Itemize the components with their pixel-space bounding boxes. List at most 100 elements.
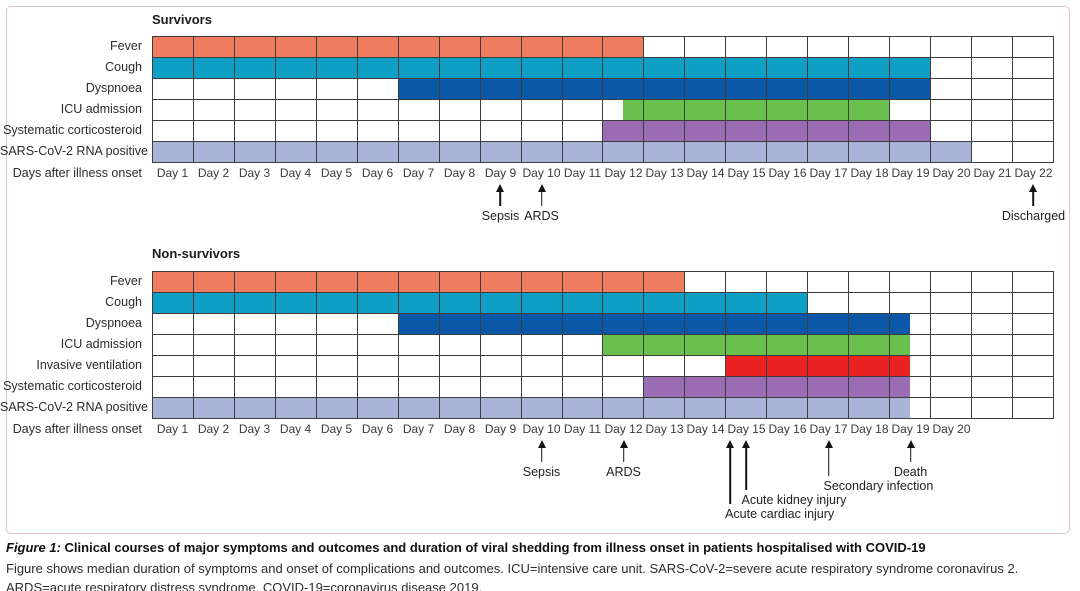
non-survivors-grid bbox=[152, 271, 1054, 419]
grid-cell bbox=[480, 314, 522, 335]
grid-cell bbox=[1013, 356, 1054, 377]
grid-cell bbox=[562, 121, 604, 142]
day-label: Day 8 bbox=[443, 166, 476, 180]
grid-cell bbox=[275, 272, 317, 293]
grid-cell bbox=[767, 58, 809, 79]
grid-cell bbox=[849, 356, 891, 377]
day-label: Day 18 bbox=[850, 422, 889, 436]
grid-cell bbox=[193, 314, 235, 335]
grid-cell bbox=[193, 121, 235, 142]
day-label: Day 7 bbox=[402, 422, 435, 436]
grid-cell bbox=[480, 335, 522, 356]
grid-cell bbox=[726, 37, 768, 58]
non-survivors-annotations: Sepsis ARDS Acute cardiac injury Acute kidn… bbox=[152, 440, 1054, 528]
grid-cell bbox=[808, 79, 850, 100]
grid-cell bbox=[685, 79, 727, 100]
annotation-label: Acute cardiac injury bbox=[725, 507, 835, 521]
grid-cell bbox=[521, 79, 563, 100]
grid-cell bbox=[193, 58, 235, 79]
grid-cell bbox=[439, 314, 481, 335]
grid-row bbox=[153, 79, 1054, 100]
day-label: Day 20 bbox=[932, 166, 971, 180]
grid-cell bbox=[890, 398, 932, 419]
grid-cell bbox=[562, 335, 604, 356]
day-label: Day 3 bbox=[238, 166, 271, 180]
survivors-axis-label: Days after illness onset bbox=[12, 166, 142, 180]
grid-cell bbox=[931, 398, 973, 419]
day-label: Day 2 bbox=[197, 422, 230, 436]
grid-cell bbox=[275, 37, 317, 58]
grid-cell bbox=[972, 121, 1014, 142]
grid-cell bbox=[1013, 100, 1054, 121]
grid-cell bbox=[316, 377, 358, 398]
grid-cell bbox=[439, 377, 481, 398]
grid-cell bbox=[521, 121, 563, 142]
day-label: Day 19 bbox=[891, 422, 930, 436]
annotation-label: ARDS bbox=[606, 465, 641, 479]
grid-cell bbox=[1013, 142, 1054, 163]
grid-cell bbox=[234, 293, 276, 314]
grid-cell bbox=[480, 58, 522, 79]
grid-cell bbox=[726, 377, 768, 398]
grid-cell bbox=[357, 100, 399, 121]
day-label: Day 14 bbox=[686, 422, 725, 436]
grid-cell bbox=[521, 335, 563, 356]
grid-cell bbox=[398, 79, 440, 100]
grid-cell bbox=[644, 335, 686, 356]
caption-figure-label: Figure 1: bbox=[6, 540, 61, 555]
grid-cell bbox=[316, 121, 358, 142]
grid-cell bbox=[685, 293, 727, 314]
grid-cell bbox=[439, 142, 481, 163]
grid-cell bbox=[1013, 37, 1054, 58]
grid-cell bbox=[972, 37, 1014, 58]
caption-title: Figure 1: Clinical courses of major symp… bbox=[6, 539, 1074, 558]
grid-cell bbox=[849, 79, 891, 100]
grid-cell bbox=[193, 356, 235, 377]
day-label: Day 10 bbox=[522, 422, 561, 436]
grid-cell bbox=[153, 272, 194, 293]
grid-cell bbox=[603, 293, 645, 314]
grid-cell bbox=[603, 121, 645, 142]
day-label: Day 22 bbox=[1014, 166, 1053, 180]
arrow-line bbox=[909, 447, 912, 462]
grid-cell bbox=[767, 37, 809, 58]
grid-cell bbox=[849, 37, 891, 58]
grid-cell bbox=[153, 377, 194, 398]
day-label bbox=[1013, 422, 1054, 437]
day-label: Day 17 bbox=[809, 422, 848, 436]
arrow-line bbox=[827, 447, 830, 476]
grid-cell bbox=[644, 272, 686, 293]
annotation-label: Secondary infection bbox=[823, 479, 934, 493]
grid-cell bbox=[521, 314, 563, 335]
day-label: Day 14 bbox=[686, 166, 725, 180]
grid-cell bbox=[357, 398, 399, 419]
arrow-line bbox=[622, 447, 625, 462]
grid-cell bbox=[398, 58, 440, 79]
grid-cell bbox=[316, 100, 358, 121]
grid-cell bbox=[603, 398, 645, 419]
grid-cell bbox=[275, 314, 317, 335]
grid-cell bbox=[603, 142, 645, 163]
arrow-line bbox=[540, 447, 543, 462]
grid-cell bbox=[234, 100, 276, 121]
annotation-label: Discharged bbox=[1001, 209, 1066, 223]
row-label: ICU admission bbox=[60, 337, 142, 351]
grid-cell bbox=[316, 58, 358, 79]
grid-cell bbox=[808, 121, 850, 142]
grid-cell bbox=[644, 79, 686, 100]
grid-cell bbox=[767, 100, 809, 121]
grid-cell bbox=[398, 37, 440, 58]
grid-cell bbox=[480, 121, 522, 142]
grid-cell bbox=[972, 272, 1014, 293]
grid-cell bbox=[234, 121, 276, 142]
grid-cell bbox=[726, 121, 768, 142]
grid-cell bbox=[275, 293, 317, 314]
grid-cell bbox=[726, 100, 768, 121]
survivors-annotations: Sepsis ARDS Discharged bbox=[152, 184, 1065, 232]
grid-cell bbox=[275, 121, 317, 142]
grid-cell bbox=[234, 314, 276, 335]
grid-cell bbox=[644, 58, 686, 79]
grid-cell bbox=[1013, 79, 1054, 100]
day-label: Day 16 bbox=[768, 422, 807, 436]
